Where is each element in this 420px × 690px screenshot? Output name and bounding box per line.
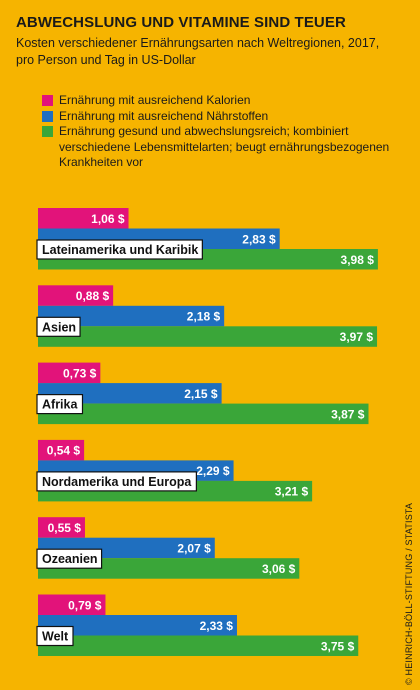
bar-healthy: [38, 558, 300, 579]
category-label-box: [36, 471, 197, 492]
category-label-box: [36, 394, 84, 415]
bar-group: 0,54 $ 2,29 $ 3,21 $ Nordamerika und Europa: [36, 439, 313, 502]
category-label: Welt: [42, 630, 69, 644]
value-label: 1,06 $: [91, 212, 125, 226]
bar-calories: [38, 362, 101, 384]
legend-item-calories: Ernährung mit ausreichend Kalorien: [42, 93, 402, 109]
value-label: 2,18 $: [187, 310, 221, 324]
category-label-box: [36, 548, 103, 569]
chart-subtitle: Kosten verschiedener Ernährungsarten nac…: [16, 36, 380, 67]
bar-group: 0,79 $ 2,33 $ 3,75 $ Welt: [36, 594, 359, 656]
legend-swatch-nutrients: [42, 110, 53, 122]
category-label-box: [36, 625, 74, 647]
bar-calories: [38, 208, 129, 229]
bar-healthy: [38, 326, 378, 347]
category-label: Afrika: [42, 398, 78, 412]
legend-label-calories: Ernährung mit ausreichend Kalorien: [59, 93, 251, 107]
chart-title: ABWECHSLUNG UND VITAMINE SIND TEUER: [16, 14, 346, 31]
legend-item-nutrients: Ernährung mit ausreichend Nährstoffen: [42, 109, 402, 125]
bar-nutrients: [38, 305, 225, 327]
bar-nutrients: [38, 615, 237, 636]
bar-calories: [38, 439, 85, 461]
value-label: 3,98 $: [341, 253, 375, 267]
value-label: 0,54 $: [47, 444, 81, 458]
category-label: Asien: [42, 320, 76, 334]
bar-group: 0,88 $ 2,18 $ 3,97 $ Asien: [36, 285, 378, 347]
value-label: 0,88 $: [76, 289, 110, 303]
legend-swatch-calories: [42, 95, 53, 106]
bar-group: 0,55 $ 2,07 $ 3,06 $ Ozeanien: [36, 517, 300, 579]
value-label: 0,73 $: [63, 366, 97, 380]
bar-group: 1,06 $ 2,83 $ 3,98 $ Lateinamerika und Kari…: [36, 208, 378, 270]
value-label: 2,33 $: [200, 619, 234, 633]
category-label-box: [36, 316, 81, 337]
value-label: 3,06 $: [262, 562, 296, 576]
bar-calories: [38, 517, 85, 538]
value-label: 3,87 $: [331, 407, 365, 421]
bar-group: 0,73 $ 2,15 $ 3,87 $ Afrika: [36, 362, 369, 425]
value-label: 2,29 $: [196, 464, 230, 478]
legend-item-healthy: Ernährung gesund und abwechslungsreich; …: [42, 124, 402, 171]
value-label: 0,79 $: [68, 598, 102, 612]
value-label: 3,75 $: [321, 639, 355, 653]
bar-healthy: [38, 635, 359, 656]
category-label-box: [36, 239, 203, 260]
category-label: Ozeanien: [42, 552, 98, 566]
legend-label-healthy: Ernährung gesund und abwechslungsreich; …: [59, 124, 390, 169]
bar-healthy: [38, 403, 369, 425]
value-label: 3,97 $: [340, 330, 374, 344]
category-label: Lateinamerika und Karibik: [42, 243, 198, 257]
legend: Ernährung mit ausreichend Kalorien Ernäh…: [42, 93, 402, 171]
source-credit: © HEINRICH-BÖLL-STIFTUNG / STATISTA: [404, 502, 414, 685]
value-label: 2,15 $: [184, 387, 218, 401]
value-label: 2,83 $: [242, 232, 276, 246]
legend-swatch-healthy: [42, 126, 53, 137]
value-label: 2,07 $: [177, 541, 211, 555]
legend-label-nutrients: Ernährung mit ausreichend Nährstoffen: [59, 108, 269, 123]
value-label: 3,21 $: [275, 485, 309, 499]
bar-nutrients: [38, 383, 222, 404]
value-label: 0,55 $: [48, 521, 82, 535]
category-label: Nordamerika und Europa: [42, 475, 192, 489]
bar-calories: [38, 285, 114, 306]
bar-calories: [38, 594, 106, 615]
